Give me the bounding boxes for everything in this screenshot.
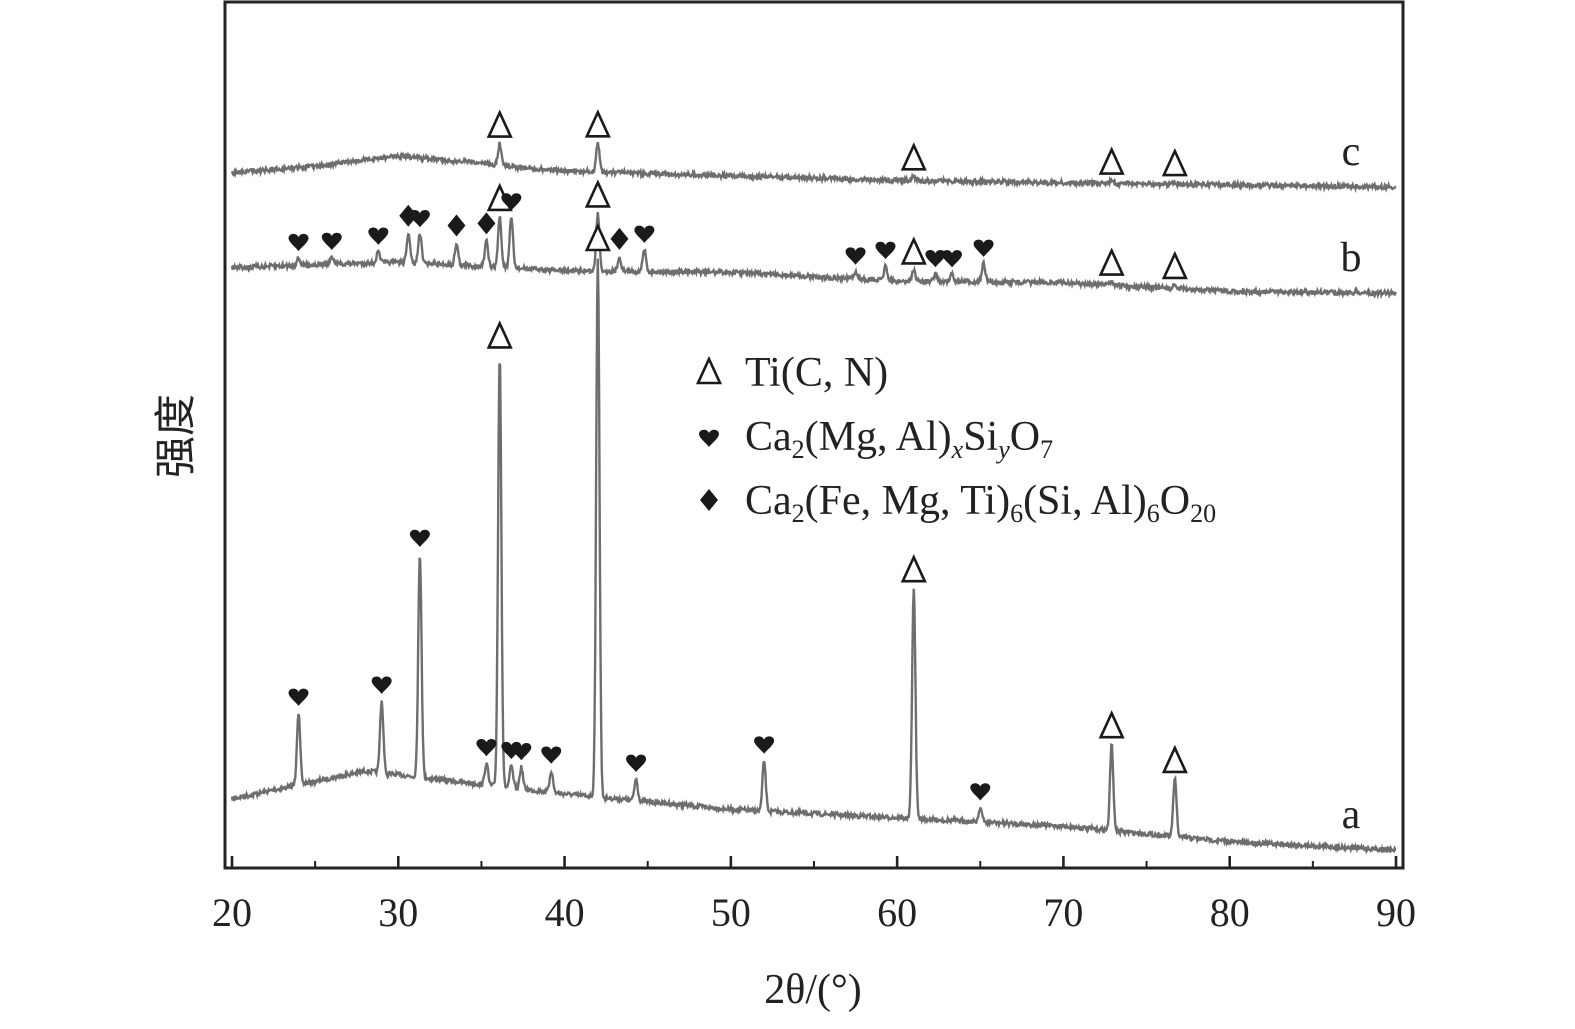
legend-item-ti-c-n: Ti(C, N)	[695, 350, 888, 396]
series-b-triangle-open-icon	[1098, 247, 1125, 276]
series-b-triangle-open-icon	[584, 179, 611, 208]
series-a-heart-icon	[476, 739, 497, 757]
x-tick-label: 90	[1376, 890, 1416, 935]
series-a-triangle-open-icon	[1161, 744, 1188, 774]
series-b-heart-icon	[288, 233, 309, 252]
series-c-label: c	[1342, 129, 1361, 175]
series-b-heart-icon	[942, 250, 963, 268]
series-b-diamond-icon	[399, 204, 418, 227]
series-a-triangle-open-icon	[486, 320, 513, 349]
x-tick-label: 20	[212, 890, 252, 935]
series-a-heart-icon	[626, 754, 647, 772]
series-c-line	[230, 141, 1397, 194]
series-c-triangle-open-icon	[1161, 147, 1188, 177]
legend-label-ti-c-n: Ti(C, N)	[745, 350, 888, 396]
series-b-diamond-icon	[477, 212, 496, 235]
series-a-heart-icon	[371, 676, 392, 694]
series-b-line	[230, 211, 1397, 300]
heart-icon	[699, 429, 719, 447]
x-tick-label: 30	[378, 890, 418, 935]
series-b-triangle-open-icon	[900, 236, 927, 265]
series-b-heart-icon	[845, 247, 866, 265]
series-c-triangle-open-icon	[1098, 146, 1125, 175]
x-axis: 20 30 40 50 60 70 80 90	[212, 856, 1416, 935]
y-axis-label: 强度	[151, 394, 200, 478]
series-c-triangle-open-icon	[900, 142, 927, 171]
series-b-label: b	[1341, 235, 1362, 281]
x-tick-label: 60	[877, 890, 917, 935]
series-b-diamond-icon	[447, 214, 466, 237]
series-b-heart-icon	[368, 227, 389, 245]
legend-item-ca2-mg-al-x-si-y-o7: Ca2(Mg, Al)xSiyO7	[699, 414, 1053, 464]
series-b-heart-icon	[501, 193, 522, 211]
x-axis-label: 2θ/(°)	[764, 967, 862, 1013]
legend-diamond-icon	[700, 489, 718, 511]
diamond-icon	[700, 489, 718, 511]
x-tick-label: 50	[711, 890, 751, 935]
x-tick-label: 70	[1043, 890, 1083, 935]
series-a-heart-icon	[288, 688, 309, 706]
legend-item-ca2-fe-mg-ti-6-si-al-6-o20: Ca2(Fe, Mg, Ti)6(Si, Al)6O20	[700, 478, 1216, 528]
series-c-triangle-open-icon	[486, 109, 513, 138]
series-a-heart-icon	[754, 736, 775, 754]
series-b-heart-icon	[973, 239, 994, 257]
series-b-heart-icon	[409, 210, 430, 228]
legend-label-ca2-mg-al-x-si-y-o7: Ca2(Mg, Al)xSiyO7	[745, 414, 1053, 464]
series-a-triangle-open-icon	[900, 554, 927, 583]
series-b-heart-icon	[875, 241, 896, 260]
series-a-heart-icon	[409, 529, 430, 548]
series-a-heart-icon	[541, 746, 562, 764]
legend-label-ca2-fe-mg-ti-6-si-al-6-o20: Ca2(Fe, Mg, Ti)6(Si, Al)6O20	[745, 478, 1216, 528]
series-c-triangle-open-icon	[584, 109, 611, 138]
x-tick-label: 40	[545, 890, 585, 935]
legend: Ti(C, N) Ca2(Mg, Al)xSiyO7 Ca2(Fe, Mg, T…	[695, 350, 1216, 528]
series-a-triangle-open-icon	[1098, 710, 1125, 739]
series-b-triangle-open-icon	[1161, 250, 1188, 280]
series-a-heart-icon	[970, 783, 991, 801]
series-a-line	[230, 258, 1397, 855]
series-a-label: a	[1342, 792, 1361, 838]
series-a-heart-icon	[511, 743, 532, 761]
series-b-heart-icon	[634, 225, 655, 243]
marker-layer	[288, 109, 1188, 801]
x-tick-label: 80	[1210, 890, 1250, 935]
legend-heart-icon	[699, 429, 719, 447]
triangle-open-icon	[695, 355, 723, 385]
series-layer: a b c	[230, 129, 1397, 855]
series-b-heart-icon	[321, 232, 342, 251]
series-b-diamond-icon	[610, 227, 629, 250]
series-a-triangle-open-icon	[584, 222, 611, 252]
series-b-heart-icon	[925, 249, 946, 268]
legend-triangle-open-icon	[695, 355, 723, 385]
